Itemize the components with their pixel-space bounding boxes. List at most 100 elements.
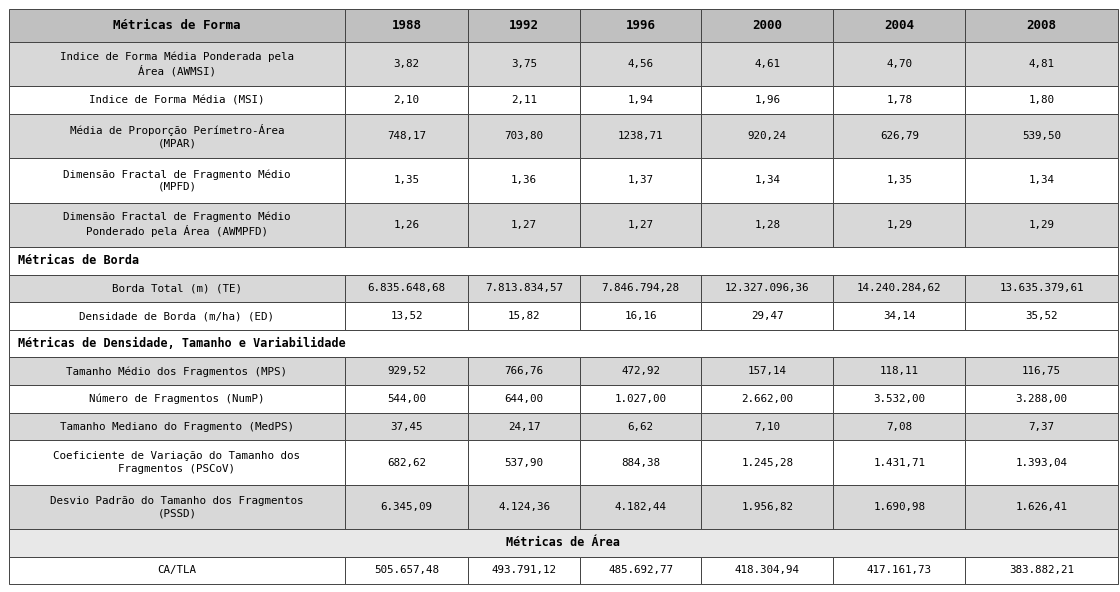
Text: 7.813.834,57: 7.813.834,57	[485, 284, 563, 294]
Text: 13,52: 13,52	[390, 311, 423, 321]
Bar	[833, 485, 965, 529]
Text: Indice de Forma Média Ponderada pela
Área (AWMSI): Indice de Forma Média Ponderada pela Áre…	[60, 52, 293, 76]
Bar	[345, 114, 468, 158]
Text: 6.835.648,68: 6.835.648,68	[367, 284, 446, 294]
Text: 29,47: 29,47	[750, 311, 784, 321]
Bar	[580, 485, 701, 529]
Bar	[833, 556, 965, 584]
Text: 1,80: 1,80	[1028, 95, 1055, 105]
Bar	[965, 158, 1118, 202]
Bar	[701, 556, 833, 584]
Bar	[965, 302, 1118, 330]
Bar	[833, 275, 965, 302]
Text: 1,29: 1,29	[1028, 220, 1055, 230]
Bar	[965, 485, 1118, 529]
Bar	[965, 275, 1118, 302]
Text: 1,37: 1,37	[627, 175, 654, 185]
Bar	[345, 86, 468, 114]
Bar	[701, 440, 833, 485]
Text: 7,37: 7,37	[1028, 422, 1055, 432]
Bar	[9, 529, 1118, 556]
Bar	[9, 114, 345, 158]
Bar	[580, 358, 701, 385]
Bar	[701, 9, 833, 42]
Bar	[345, 275, 468, 302]
Bar	[9, 247, 1118, 275]
Text: Desvio Padrão do Tamanho dos Fragmentos
(PSSD): Desvio Padrão do Tamanho dos Fragmentos …	[50, 496, 304, 518]
Bar	[701, 385, 833, 413]
Text: 1,35: 1,35	[886, 175, 913, 185]
Text: 14.240.284,62: 14.240.284,62	[857, 284, 942, 294]
Text: Tamanho Médio dos Fragmentos (MPS): Tamanho Médio dos Fragmentos (MPS)	[66, 366, 288, 377]
Bar	[468, 158, 580, 202]
Bar	[701, 302, 833, 330]
Text: 16,16: 16,16	[624, 311, 657, 321]
Text: 472,92: 472,92	[622, 366, 660, 377]
Bar	[701, 114, 833, 158]
Text: 3.532,00: 3.532,00	[874, 394, 925, 404]
Text: 1,34: 1,34	[1028, 175, 1055, 185]
Bar	[345, 385, 468, 413]
Bar	[580, 202, 701, 247]
Bar	[9, 42, 345, 86]
Bar	[468, 385, 580, 413]
Bar	[580, 158, 701, 202]
Bar	[345, 556, 468, 584]
Text: 1,35: 1,35	[393, 175, 420, 185]
Text: Coeficiente de Variação do Tamanho dos
Fragmentos (PSCoV): Coeficiente de Variação do Tamanho dos F…	[54, 451, 300, 474]
Bar	[965, 42, 1118, 86]
Bar	[965, 202, 1118, 247]
Bar	[965, 440, 1118, 485]
Bar	[468, 114, 580, 158]
Text: 2,10: 2,10	[393, 95, 420, 105]
Bar	[580, 42, 701, 86]
Bar	[965, 86, 1118, 114]
Text: 1238,71: 1238,71	[618, 131, 663, 141]
Text: 1.690,98: 1.690,98	[874, 502, 925, 512]
Text: 537,90: 537,90	[505, 458, 543, 468]
Bar	[965, 385, 1118, 413]
Text: 2,11: 2,11	[511, 95, 538, 105]
Text: 7,08: 7,08	[886, 422, 913, 432]
Bar	[965, 556, 1118, 584]
Text: 12.327.096,36: 12.327.096,36	[725, 284, 810, 294]
Bar	[468, 485, 580, 529]
Bar	[833, 202, 965, 247]
Bar	[580, 86, 701, 114]
Text: 748,17: 748,17	[388, 131, 426, 141]
Text: Número de Fragmentos (NumP): Número de Fragmentos (NumP)	[90, 394, 264, 404]
Text: 383.882,21: 383.882,21	[1009, 565, 1074, 575]
Text: 7.846.794,28: 7.846.794,28	[601, 284, 680, 294]
Bar	[701, 485, 833, 529]
Text: Métricas de Área: Métricas de Área	[506, 536, 620, 549]
Bar	[345, 413, 468, 440]
Text: 1.626,41: 1.626,41	[1016, 502, 1067, 512]
Bar	[9, 358, 345, 385]
Bar	[9, 9, 345, 42]
Text: 7,10: 7,10	[754, 422, 781, 432]
Text: 4,61: 4,61	[754, 59, 781, 69]
Text: Dimensão Fractal de Fragmento Médio
Ponderado pela Área (AWMPFD): Dimensão Fractal de Fragmento Médio Pond…	[63, 212, 291, 237]
Text: Métricas de Densidade, Tamanho e Variabilidade: Métricas de Densidade, Tamanho e Variabi…	[18, 337, 346, 350]
Text: Borda Total (m) (TE): Borda Total (m) (TE)	[112, 284, 242, 294]
Text: 1,28: 1,28	[754, 220, 781, 230]
Text: 766,76: 766,76	[505, 366, 543, 377]
Text: 35,52: 35,52	[1025, 311, 1058, 321]
Bar	[9, 330, 1118, 358]
Text: Densidade de Borda (m/ha) (ED): Densidade de Borda (m/ha) (ED)	[80, 311, 274, 321]
Bar	[468, 202, 580, 247]
Bar	[965, 413, 1118, 440]
Bar	[833, 302, 965, 330]
Bar	[833, 9, 965, 42]
Bar	[9, 158, 345, 202]
Text: 1,96: 1,96	[754, 95, 781, 105]
Text: 116,75: 116,75	[1023, 366, 1061, 377]
Bar	[468, 358, 580, 385]
Bar	[345, 440, 468, 485]
Bar	[701, 413, 833, 440]
Text: Métricas de Forma: Métricas de Forma	[113, 19, 241, 32]
Text: 4,70: 4,70	[886, 59, 913, 69]
Bar	[9, 413, 345, 440]
Text: 6,62: 6,62	[627, 422, 654, 432]
Text: Tamanho Mediano do Fragmento (MedPS): Tamanho Mediano do Fragmento (MedPS)	[60, 422, 293, 432]
